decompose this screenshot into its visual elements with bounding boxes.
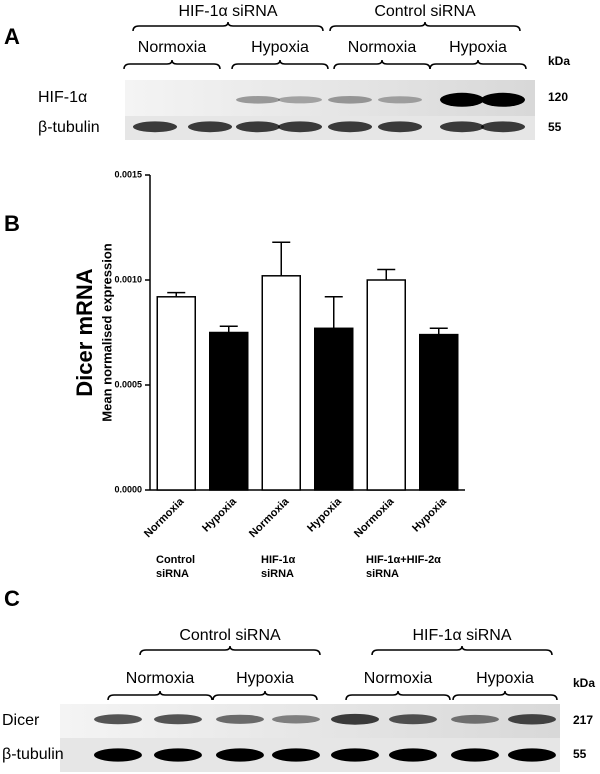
blot-band — [378, 121, 422, 133]
x-tick-label: Hypoxia — [305, 495, 344, 534]
group-label: HIF-1α+HIF-2α — [366, 554, 441, 566]
bar — [419, 333, 459, 491]
kda-label: 217 — [573, 713, 593, 727]
condition-label: Normoxia — [138, 39, 207, 56]
bar — [209, 331, 249, 491]
blot-band — [236, 96, 280, 104]
kda-label: 55 — [548, 120, 562, 134]
y-tick-label: 0.0015 — [114, 169, 142, 179]
condition-label: Hypoxia — [251, 39, 309, 56]
blot-band — [331, 748, 379, 762]
condition-label: Normoxia — [364, 670, 433, 687]
bracket — [329, 21, 521, 32]
blot-band — [440, 92, 484, 107]
blot-band — [216, 748, 264, 762]
group-label: HIF-1α — [261, 554, 296, 566]
x-tick-label: Normoxia — [247, 495, 292, 540]
blot-band — [451, 748, 499, 762]
x-tick-label: Hypoxia — [410, 495, 449, 534]
blot-band — [451, 714, 499, 724]
bracket — [132, 21, 324, 32]
blot-band — [328, 121, 372, 133]
bracket — [345, 690, 451, 701]
bracket — [212, 690, 318, 701]
blot-band — [236, 121, 280, 133]
bracket — [452, 690, 558, 701]
blot-band — [272, 715, 320, 724]
blot-band — [94, 714, 142, 725]
blot-band — [389, 714, 437, 725]
condition-label: Hypoxia — [449, 39, 507, 56]
bracket — [429, 59, 527, 70]
condition-label: Normoxia — [126, 670, 195, 687]
bar — [366, 279, 406, 491]
row-label: Dicer — [2, 712, 40, 729]
blot-band — [508, 714, 556, 725]
group-label: Control — [156, 554, 195, 566]
y-tick-label: 0.0010 — [114, 274, 142, 284]
blot-band — [481, 92, 525, 107]
group-label: HIF-1α siRNA — [412, 627, 511, 644]
bracket — [231, 59, 329, 70]
bracket — [333, 59, 431, 70]
group-label: Control siRNA — [179, 627, 281, 644]
x-tick-label: Hypoxia — [200, 495, 239, 534]
chart-title: Dicer mRNA — [72, 268, 97, 396]
blot-band — [331, 713, 379, 725]
group-label: siRNA — [156, 568, 189, 580]
y-axis-label: Mean normalised expression — [99, 243, 114, 422]
blot-band — [481, 121, 525, 133]
condition-label: Hypoxia — [476, 670, 534, 687]
bracket — [107, 690, 213, 701]
panel-label: A — [4, 24, 20, 49]
x-tick-label: Normoxia — [142, 495, 187, 540]
panel-label: B — [4, 211, 20, 236]
blot-band — [272, 748, 320, 762]
blot-band — [154, 714, 202, 725]
kda-label: 120 — [548, 90, 568, 104]
x-tick-label: Normoxia — [352, 495, 397, 540]
row-label: β-tubulin — [2, 746, 64, 763]
y-tick-label: 0.0005 — [114, 379, 142, 389]
group-label: Control siRNA — [374, 3, 476, 20]
blot-band — [94, 748, 142, 762]
blot-band — [328, 96, 372, 104]
y-tick-label: 0.0000 — [114, 484, 142, 494]
row-label: HIF-1α — [38, 89, 87, 106]
group-label: siRNA — [366, 568, 399, 580]
blot-band — [216, 714, 264, 724]
blot-band — [278, 121, 322, 133]
bracket — [139, 645, 321, 656]
condition-label: Normoxia — [348, 39, 417, 56]
blot-band — [440, 121, 484, 133]
unit-label: kDa — [548, 54, 570, 68]
bracket — [371, 645, 553, 656]
condition-label: Hypoxia — [236, 670, 294, 687]
kda-label: 55 — [573, 747, 587, 761]
blot-band — [378, 96, 422, 104]
blot-band — [389, 748, 437, 762]
blot-band — [154, 748, 202, 762]
row-label: β-tubulin — [38, 119, 100, 136]
bar — [156, 296, 196, 491]
bar — [314, 327, 354, 491]
blot-band — [508, 748, 556, 762]
blot-band — [133, 121, 177, 133]
group-label: HIF-1α siRNA — [178, 3, 277, 20]
panel-label: C — [4, 586, 20, 611]
bar — [261, 275, 301, 491]
unit-label: kDa — [573, 676, 595, 690]
bracket — [123, 59, 221, 70]
group-label: siRNA — [261, 568, 294, 580]
blot-band — [278, 96, 322, 104]
blot-band — [188, 121, 232, 133]
